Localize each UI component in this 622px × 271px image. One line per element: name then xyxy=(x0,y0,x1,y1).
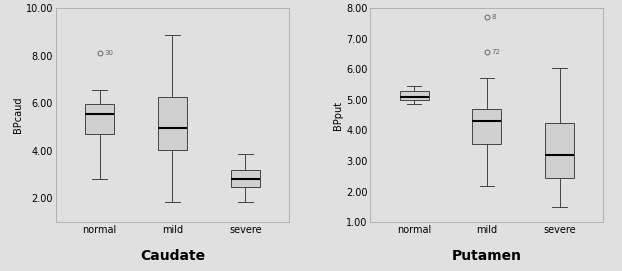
X-axis label: Putamen: Putamen xyxy=(452,249,522,263)
Text: 8: 8 xyxy=(491,14,496,20)
Y-axis label: BPput: BPput xyxy=(333,101,343,130)
Y-axis label: BPcaud: BPcaud xyxy=(13,97,23,133)
PathPatch shape xyxy=(231,170,260,186)
PathPatch shape xyxy=(85,104,114,134)
PathPatch shape xyxy=(545,123,574,178)
X-axis label: Caudate: Caudate xyxy=(140,249,205,263)
PathPatch shape xyxy=(158,97,187,150)
Text: 72: 72 xyxy=(491,50,500,56)
Text: 30: 30 xyxy=(104,50,113,56)
PathPatch shape xyxy=(472,109,501,144)
PathPatch shape xyxy=(399,91,429,100)
